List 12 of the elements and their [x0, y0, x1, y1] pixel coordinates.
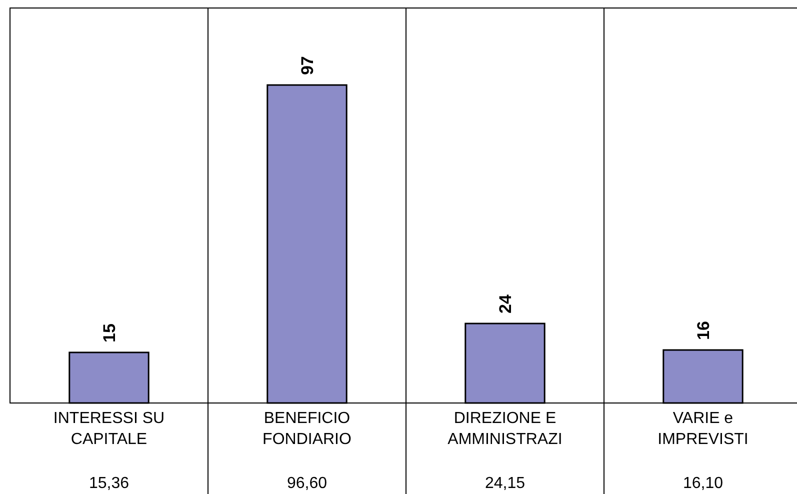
- text: 96,60: [286, 475, 328, 492]
- text: 16,10: [682, 475, 724, 492]
- data-label: 15: [100, 324, 119, 342]
- data-label: 24: [496, 294, 515, 314]
- text: 15,36: [88, 475, 130, 492]
- x-tick-label: VARIE e IMPREVISTI: [658, 410, 748, 448]
- data-label: 97: [298, 56, 317, 76]
- x-tick-label: BENEFICIO FONDIARIO: [262, 410, 352, 448]
- x-tick-label: INTERESSI SU CAPITALE: [53, 410, 165, 448]
- data-label: 16: [694, 321, 713, 340]
- text: 24,15: [484, 475, 526, 492]
- x-tick-label: DIREZIONE E AMMINISTRAZI: [448, 410, 562, 448]
